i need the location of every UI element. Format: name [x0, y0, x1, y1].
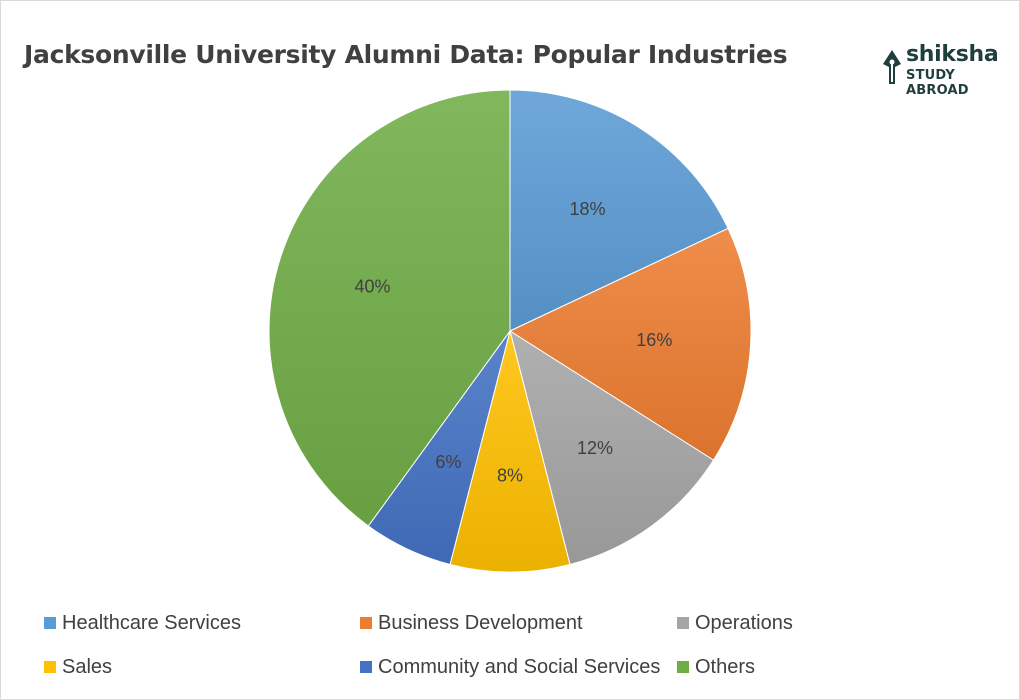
- logo-tagline: STUDY ABROAD: [906, 68, 969, 98]
- logo-brand: shiksha: [906, 42, 999, 67]
- pie-slice-operations: [509, 329, 715, 566]
- data-label-sales: 8%: [497, 466, 523, 486]
- pen-nib-icon: [883, 50, 901, 84]
- pie-slice-business-development: [508, 227, 752, 461]
- data-label-others: 40%: [354, 276, 390, 296]
- pie-slices: [268, 89, 752, 573]
- chart-title: Jacksonville University Alumni Data: Pop…: [24, 40, 788, 69]
- data-label-operations: 12%: [577, 438, 613, 458]
- pie-data-labels: 18% 16% 12% 8% 6% 40%: [354, 199, 672, 486]
- data-label-healthcare-services: 18%: [569, 199, 605, 219]
- shiksha-logo: shiksha STUDY ABROAD: [882, 42, 1012, 98]
- pie-slice-healthcare-services: [509, 89, 729, 332]
- pie-slice-sales: [449, 330, 571, 573]
- data-label-business-development: 16%: [636, 330, 672, 350]
- pie-slice-others: [268, 89, 511, 527]
- data-label-community-and-social-services: 6%: [435, 452, 461, 472]
